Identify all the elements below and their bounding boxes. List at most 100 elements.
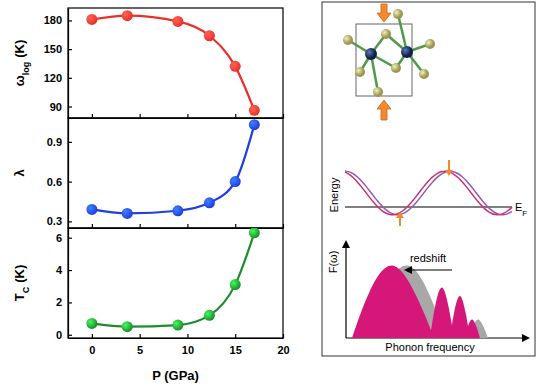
schematic-frame: [322, 2, 535, 356]
y-tick-label: 0.6: [47, 176, 62, 188]
data-point: [204, 310, 215, 321]
data-point: [204, 197, 215, 208]
data-line: [92, 16, 254, 111]
x-tick-mark: [92, 224, 93, 228]
y-tick: 150: [44, 43, 72, 55]
data-point: [249, 119, 260, 130]
plot-frame: [68, 118, 283, 228]
atom: [355, 67, 365, 77]
y-tick-mark: [68, 49, 72, 50]
data-point: [122, 208, 133, 219]
y-tick: 6: [56, 232, 72, 244]
redshift-arrowhead: [404, 266, 412, 274]
y-axis-title-part: (K): [12, 265, 27, 283]
y-tick-label: 0: [56, 329, 62, 341]
panel: 0.3 0.6 0.9 λ: [12, 118, 284, 229]
y-tick-label: 0.3: [47, 215, 62, 227]
data-point: [230, 61, 241, 72]
y-tick-label: 150: [44, 43, 62, 55]
y-axis-title-part: C: [21, 286, 31, 293]
y-axis-title-part: log: [21, 62, 31, 76]
data-point: [249, 228, 260, 238]
y-axis-title: TC (K): [12, 265, 31, 302]
y-axis-title: λ: [12, 169, 27, 177]
y-axis-title-part: λ: [12, 169, 27, 177]
fermi-label-part: F: [522, 209, 527, 218]
y-tick-mark: [68, 78, 72, 79]
x-tick-mark: [235, 334, 236, 338]
dos-y-arrowhead: [342, 240, 350, 248]
y-tick: 4: [56, 264, 72, 276]
marks: [86, 119, 259, 219]
x-tick: [187, 224, 188, 228]
y-axis-line: [68, 229, 69, 339]
x-tick-mark: [187, 224, 188, 228]
y-tick: 180: [44, 14, 72, 26]
marks: [86, 228, 259, 332]
y-axis: 0246: [56, 229, 72, 341]
y-tick-mark: [68, 182, 72, 183]
x-tick-label: 15: [230, 344, 242, 356]
x-tick: [283, 224, 284, 228]
shift-arrow-head: [445, 170, 453, 176]
y-tick-mark: [68, 238, 72, 239]
pressure-arrow: [377, 4, 391, 22]
data-point: [86, 14, 97, 25]
x-tick: 0: [89, 334, 95, 356]
data-point: [122, 321, 133, 332]
data-point: [172, 205, 183, 216]
x-axis-line: [69, 338, 284, 339]
x-tick: 15: [230, 334, 242, 356]
data-point: [86, 318, 97, 329]
data-point: [86, 204, 97, 215]
panel: 90120150180ωlog(K): [12, 8, 284, 119]
atom: [391, 63, 401, 73]
dos-y-axis: [345, 244, 346, 338]
y-axis-title: ωlog(K): [12, 40, 31, 87]
data-point: [172, 16, 183, 27]
atom: [393, 9, 403, 19]
data-line: [92, 233, 254, 327]
y-tick-mark: [68, 142, 72, 143]
x-tick-label: 10: [182, 344, 194, 356]
marks: [86, 10, 259, 116]
y-tick-label: 6: [56, 232, 62, 244]
dos-x-arrowhead: [522, 334, 530, 342]
atom: [365, 48, 377, 60]
y-tick-label: 90: [50, 101, 62, 113]
atom: [419, 69, 429, 79]
x-tick: 10: [182, 334, 194, 356]
atom: [425, 39, 435, 49]
energy-label: Energy: [328, 177, 340, 212]
x-axis-title: P (GPa): [152, 368, 199, 383]
fermi-label-part: E: [515, 201, 522, 213]
data-point: [249, 105, 260, 116]
y-tick-label: 4: [56, 264, 63, 276]
x-tick-mark: [283, 334, 284, 338]
dos-peak: [352, 266, 434, 338]
x-tick: 5: [137, 334, 143, 356]
data-point: [230, 176, 241, 187]
y-axis-title-part: T: [12, 293, 27, 301]
atom: [401, 46, 413, 58]
x-tick-mark: [140, 224, 141, 228]
dos-peak: [465, 319, 480, 338]
x-tick-mark: [235, 224, 236, 228]
y-tick-mark: [68, 270, 72, 271]
y-tick-label: 0.9: [47, 136, 62, 148]
y-tick-mark: [68, 335, 72, 336]
band-curve: [345, 171, 512, 215]
shift-label: redshift: [410, 252, 446, 264]
y-tick: 0.9: [47, 136, 72, 148]
x-tick-mark: [283, 224, 284, 228]
y-tick: 120: [44, 72, 72, 84]
x-axis: 05101520: [69, 334, 290, 356]
x-tick-label: 5: [137, 344, 143, 356]
x-tick: [92, 224, 93, 228]
x-tick-label: 0: [89, 344, 95, 356]
y-tick-label: 180: [44, 14, 62, 26]
x-tick-mark: [140, 334, 141, 338]
y-axis-title-part: (K): [12, 40, 27, 58]
shift-arrow-head: [396, 212, 404, 218]
redshift-arrow: [410, 269, 452, 270]
